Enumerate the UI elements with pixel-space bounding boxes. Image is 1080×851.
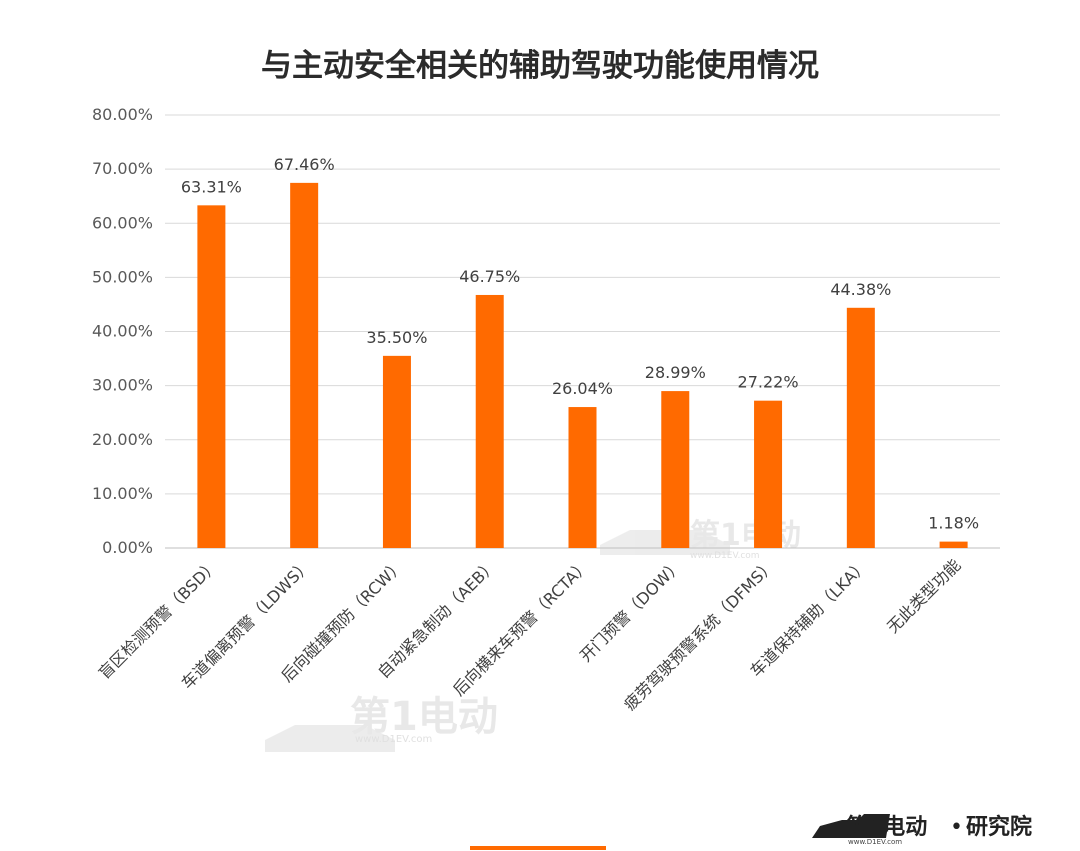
data-label: 46.75% <box>459 267 520 286</box>
bar <box>939 541 968 548</box>
y-tick-label: 40.00% <box>92 322 153 341</box>
data-label: 44.38% <box>830 280 891 299</box>
watermark-left: 第1电动 www.D1EV.com <box>265 694 498 752</box>
footer-url: www.D1EV.com <box>848 838 902 846</box>
y-tick-label: 80.00% <box>92 105 153 124</box>
x-tick-label: 疲劳驾驶预警系统（DFMS） <box>620 555 779 714</box>
y-tick-label: 30.00% <box>92 376 153 395</box>
bar <box>754 400 783 548</box>
watermark-right: 第1电动 www.D1EV.com <box>600 518 801 561</box>
bar <box>568 407 597 548</box>
data-label: 28.99% <box>645 363 706 382</box>
footer-separator: • <box>950 815 963 840</box>
y-tick-label: 20.00% <box>92 430 153 449</box>
data-label: 27.22% <box>738 373 799 392</box>
bar <box>382 355 411 548</box>
footer-accent-line <box>470 846 606 850</box>
bar <box>475 294 504 548</box>
y-tick-label: 10.00% <box>92 484 153 503</box>
bar <box>846 307 875 548</box>
watermark-brand-2: 第1电动 <box>350 694 498 740</box>
data-label: 63.31% <box>181 177 242 196</box>
y-tick-label: 70.00% <box>92 159 153 178</box>
data-labels: 63.31% 67.46% 35.50% 46.75% 26.04% 28.99% 27.2… <box>181 155 979 533</box>
data-label: 67.46% <box>274 155 335 174</box>
data-label: 1.18% <box>928 514 979 533</box>
bar <box>290 182 319 549</box>
chart-title: 与主动安全相关的辅助驾驶功能使用情况 <box>261 48 819 84</box>
watermark-url-2: www.D1EV.com <box>355 734 432 745</box>
y-tick-label: 0.00% <box>102 538 153 557</box>
watermark-brand: 第1电动 <box>690 518 801 553</box>
car-icon <box>812 814 890 838</box>
x-tick-label: 无此类型功能 <box>883 555 964 636</box>
bar <box>197 205 226 548</box>
footer-brand: 第1电动 <box>846 814 927 840</box>
footer-institute: 研究院 <box>966 814 1032 840</box>
y-tick-label: 60.00% <box>92 213 153 232</box>
bar <box>661 391 690 548</box>
y-tick-label: 50.00% <box>92 267 153 286</box>
x-tick-label: 开门预警（DOW） <box>576 555 686 665</box>
footer-logo: 第1电动 • 研究院 www.D1EV.com <box>812 814 1032 846</box>
x-axis: 盲区检测预警（BSD）车道偏离预警（LDWS）后向碰撞预防（RCW）自动紧急制动… <box>95 555 965 714</box>
y-axis: 0.00% 10.00% 20.00% 30.00% 40.00% 50.00% 60.00… <box>92 105 153 557</box>
data-label: 35.50% <box>366 328 427 347</box>
watermark-url: www.D1EV.com <box>690 551 760 561</box>
data-label: 26.04% <box>552 379 613 398</box>
bars <box>197 182 968 549</box>
